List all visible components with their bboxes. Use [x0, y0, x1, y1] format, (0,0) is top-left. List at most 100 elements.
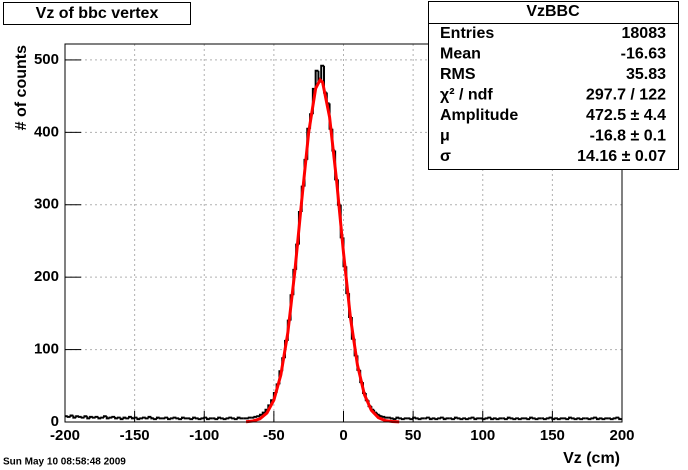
histogram-bin — [559, 417, 564, 420]
histogram-bin — [395, 416, 400, 420]
histogram-bin — [476, 417, 480, 420]
histogram-bin — [576, 417, 581, 420]
histogram-bin — [200, 417, 205, 420]
y-tick-label: 300 — [34, 196, 59, 213]
x-tick-label: -150 — [120, 427, 150, 444]
histogram-bin — [169, 417, 174, 420]
stats-value: 35.83 — [626, 66, 666, 83]
histogram-bin — [593, 416, 597, 419]
x-tick-label: -50 — [263, 427, 285, 444]
histogram-bin — [590, 417, 595, 420]
stats-label: RMS — [440, 66, 476, 83]
histogram-bin — [77, 415, 82, 418]
histogram-bin — [192, 416, 196, 420]
histogram-bin — [203, 416, 208, 419]
histogram-bin — [487, 416, 492, 419]
histogram-bin — [545, 417, 550, 420]
histogram-bin — [403, 417, 408, 420]
timestamp: Sun May 10 08:58:48 2009 — [3, 457, 126, 468]
histogram-bin — [231, 417, 235, 420]
stats-label: μ — [440, 128, 450, 145]
stats-value: 18083 — [622, 25, 667, 42]
histogram-bin — [141, 416, 146, 419]
histogram-bin — [147, 415, 152, 419]
histogram-bin — [498, 417, 503, 420]
histogram-bin — [94, 415, 99, 418]
x-tick-label: 50 — [405, 427, 422, 444]
histogram-bin — [431, 417, 436, 420]
x-tick-label: 0 — [339, 427, 347, 444]
histogram-bin — [453, 416, 458, 420]
histogram-bin — [506, 416, 511, 420]
histogram-bin — [520, 417, 525, 420]
histogram-bin — [164, 416, 169, 419]
histogram-bin — [172, 416, 177, 419]
histogram-bin — [89, 415, 93, 419]
histogram-bin — [314, 69, 319, 89]
histogram-bin — [612, 417, 617, 420]
fit-curve — [245, 77, 400, 424]
histogram-bin — [217, 416, 221, 420]
histogram-bin — [236, 416, 241, 420]
histogram-bin — [618, 417, 622, 421]
stats-label: Mean — [440, 46, 481, 63]
histogram-bin — [219, 417, 224, 420]
stats-value: -16.8 ± 0.1 — [590, 128, 666, 145]
histogram-bin — [180, 416, 185, 420]
histogram-bin — [531, 417, 536, 420]
stats-label: Entries — [440, 25, 494, 42]
histogram-bin — [412, 416, 416, 420]
chart-title: Vz of bbc vertex — [36, 5, 159, 22]
x-tick-label: 100 — [470, 427, 495, 444]
y-tick-label: 200 — [34, 268, 59, 285]
histogram-bin — [414, 417, 419, 420]
stats-label: Amplitude — [440, 107, 518, 124]
x-tick-label: -200 — [50, 427, 80, 444]
x-tick-label: 200 — [609, 427, 634, 444]
title-box — [3, 2, 191, 25]
histogram-bin — [239, 417, 244, 420]
y-tick-label: 0 — [51, 413, 59, 430]
y-tick-label: 100 — [34, 341, 59, 358]
y-axis-label: # of counts — [13, 45, 30, 130]
histogram-bin — [158, 417, 163, 420]
stats-box: VzBBC Entries 18083 Mean -16.63 RMS 35.83 χ² /… — [428, 1, 679, 170]
histogram-bin — [111, 415, 116, 418]
histogram-bin — [437, 417, 441, 420]
histogram-bin — [108, 416, 113, 419]
histogram-bin — [492, 417, 497, 420]
x-axis-label: Vz (cm) — [563, 450, 620, 467]
histogram-bin — [194, 417, 199, 420]
histogram-bin — [133, 416, 138, 419]
histogram-bin — [445, 417, 450, 420]
histogram-bin — [439, 416, 444, 419]
stats-value: -16.63 — [621, 46, 666, 63]
histogram-bin — [548, 416, 553, 419]
x-tick-label: 150 — [540, 427, 565, 444]
histogram-bin — [100, 416, 104, 419]
histogram-bin — [116, 416, 121, 419]
histogram-bin — [228, 416, 233, 419]
histogram-bin — [258, 413, 263, 417]
histogram-bin — [247, 416, 252, 419]
histogram-bin — [398, 417, 402, 420]
histogram-bin — [568, 416, 572, 420]
histogram-bin — [381, 415, 386, 418]
histogram-bin — [320, 64, 325, 82]
plot-border — [64, 43, 623, 423]
histogram-bin — [128, 415, 132, 419]
histogram-bin — [582, 417, 586, 420]
histogram-bin — [225, 417, 230, 420]
histogram-bin — [537, 417, 542, 420]
stats-value: 14.16 ± 0.07 — [577, 148, 666, 165]
histogram-bin — [554, 417, 558, 420]
histogram-bin — [389, 417, 394, 420]
histogram-bin — [470, 416, 475, 419]
x-tick-label: -100 — [189, 427, 219, 444]
histogram-bin — [462, 417, 467, 420]
histogram-bin — [183, 417, 188, 420]
histogram-bin — [570, 417, 575, 420]
stats-frame — [428, 1, 679, 170]
histogram-bin — [604, 417, 609, 420]
